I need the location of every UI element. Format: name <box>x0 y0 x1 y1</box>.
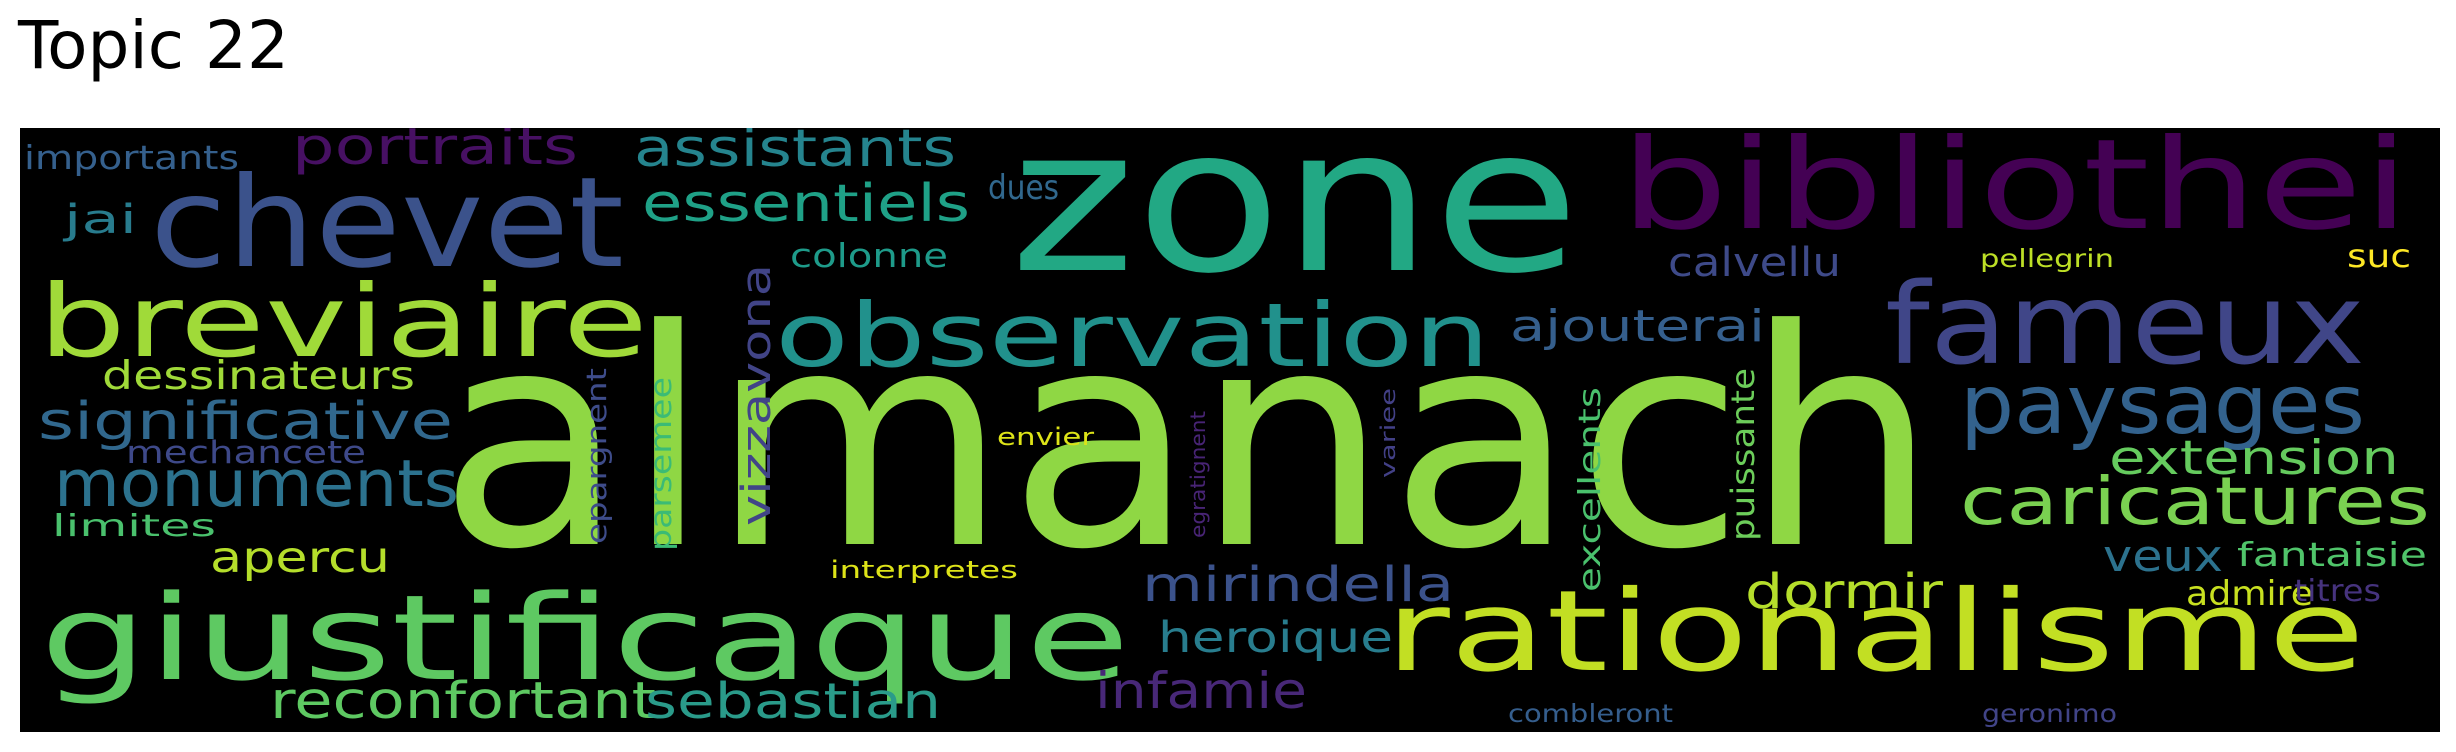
word-geronimo: geronimo <box>1982 699 2117 728</box>
word-dormir: dormir <box>1745 564 1943 620</box>
word-veux: veux <box>2103 531 2223 582</box>
word-combleront: combleront <box>1508 699 1673 728</box>
word-infamie: infamie <box>1095 662 1307 720</box>
word-interpretes: interpretes <box>830 556 1018 584</box>
word-portraits: portraits <box>292 128 578 177</box>
word-caricatures: caricatures <box>1960 463 2430 540</box>
word-envier: envier <box>997 423 1094 451</box>
word-essentiels: essentiels <box>642 174 970 234</box>
word-epargnent: epargnent <box>580 368 613 544</box>
word-fameux: fameux <box>1885 260 2365 390</box>
word-reconfortant: reconfortant <box>270 672 656 731</box>
word-significative: significative <box>38 392 453 452</box>
word-dessinateurs: dessinateurs <box>102 354 415 399</box>
word-ajouterai: ajouterai <box>1510 301 1765 352</box>
word-apercu: apercu <box>210 533 390 583</box>
word-admire: admire <box>2186 574 2313 614</box>
word-puissante: puissante <box>1724 368 1762 541</box>
word-egratignent: egratignent <box>1186 411 1210 538</box>
page-title: Topic 22 <box>18 7 289 84</box>
word-paysages: paysages <box>1960 358 2365 453</box>
word-calvellu: calvellu <box>1668 240 1841 286</box>
word-parsemee: parsemee <box>644 377 678 551</box>
word-heroique: heroique <box>1158 613 1393 663</box>
word-assistants: assistants <box>634 128 956 179</box>
word-chevet: chevet <box>150 151 624 296</box>
word-colonne: colonne <box>790 236 948 275</box>
word-sebastian: sebastian <box>645 673 941 730</box>
word-breviaire: breviaire <box>38 263 648 380</box>
word-almanach: almanach <box>438 266 1938 615</box>
word-importants: importants <box>24 138 239 177</box>
word-fantaisie: fantaisie <box>2237 535 2427 574</box>
word-limites: limites <box>52 509 216 544</box>
word-jai: jai <box>62 197 137 243</box>
word-bibliothei: bibliothei <box>1620 128 2410 258</box>
word-dues: dues <box>988 168 1059 208</box>
word-zone: zone <box>1010 128 1580 318</box>
word-variee: variee <box>1376 388 1400 478</box>
word-giustificaque: giustificaque <box>40 569 1130 707</box>
word-titres: titres <box>2294 574 2381 609</box>
word-pellegrin: pellegrin <box>1980 244 2114 273</box>
word-extension: extension <box>2109 431 2399 486</box>
word-rationalisme: rationalisme <box>1385 567 2365 697</box>
word-vizzavona: vizzavona <box>734 264 780 526</box>
word-mirindella: mirindella <box>1142 557 1454 613</box>
word-cloud: almanach zone bibliothei chevet giustificaqu… <box>20 128 2440 732</box>
word-observation: observation <box>775 284 1490 387</box>
word-monuments: monuments <box>54 447 459 522</box>
word-excellents: excellents <box>1573 387 1608 592</box>
word-suc: suc <box>2347 237 2411 275</box>
word-mechancete: mechancete <box>126 435 366 471</box>
